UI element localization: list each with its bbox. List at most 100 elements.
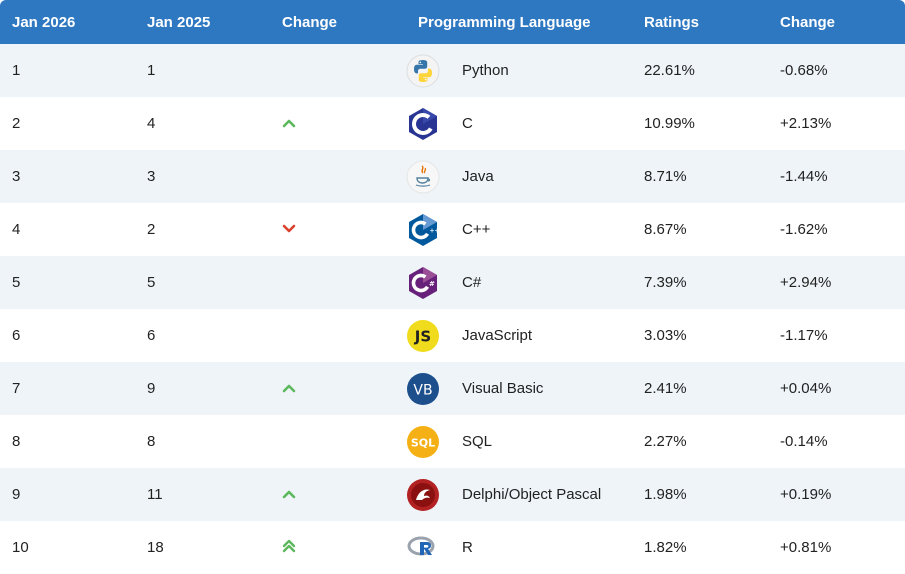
language-cell: Python: [406, 44, 632, 97]
javascript-logo-icon: JS: [406, 319, 440, 353]
svg-text:VB: VB: [413, 382, 432, 398]
language-name[interactable]: C#: [462, 274, 482, 291]
rank-change-cell: [270, 521, 406, 574]
rank-change-cell: [270, 362, 406, 415]
rating-value: 1.98%: [644, 486, 687, 503]
rating-value: 10.99%: [644, 115, 695, 132]
rank-jan-2026: 4: [12, 221, 21, 238]
language-name[interactable]: C++: [462, 221, 491, 238]
rating-change-value: -0.68%: [780, 62, 828, 79]
rank-jan-2026: 3: [12, 168, 21, 185]
language-name[interactable]: R: [462, 539, 473, 556]
svg-text:#: #: [429, 280, 435, 288]
rank-jan-2025: 5: [147, 274, 156, 291]
trend-double-up-icon: [282, 539, 296, 557]
language-cell: VB Visual Basic: [406, 362, 632, 415]
table-body: 1 1 Python 22.61% -0.68% 2 4 C 10.99% +2.13% 3 3 Jav…: [0, 44, 905, 574]
rating-value: 7.39%: [644, 274, 687, 291]
rating-change-value: +0.04%: [780, 380, 832, 397]
rating-change-value: -1.44%: [780, 168, 828, 185]
header-programming-language[interactable]: Programming Language: [418, 13, 591, 31]
rating-change-value: +0.81%: [780, 539, 832, 556]
language-name[interactable]: Delphi/Object Pascal: [462, 486, 602, 503]
rank-jan-2026: 7: [12, 380, 21, 397]
visual-basic-logo-icon: VB: [406, 372, 440, 406]
header-jan-2026[interactable]: Jan 2026: [12, 13, 76, 31]
rank-change-cell: [270, 97, 406, 150]
rank-jan-2025: 9: [147, 380, 156, 397]
header-jan-2025[interactable]: Jan 2025: [147, 13, 211, 31]
table-row[interactable]: 3 3 Java 8.71% -1.44%: [0, 150, 905, 203]
rank-jan-2025: 3: [147, 168, 156, 185]
rank-change-cell: [270, 150, 406, 203]
rank-change-cell: [270, 468, 406, 521]
csharp-logo-icon: #: [406, 266, 440, 300]
rank-change-cell: [270, 415, 406, 468]
language-name[interactable]: Java: [462, 168, 494, 185]
language-cell: JS JavaScript: [406, 309, 632, 362]
rating-change-value: +2.13%: [780, 115, 832, 132]
rank-jan-2026: 10: [12, 539, 29, 556]
java-logo-icon: [406, 160, 440, 194]
rating-change-value: -1.62%: [780, 221, 828, 238]
rank-jan-2025: 11: [147, 486, 163, 503]
trend-up-icon: [282, 486, 296, 503]
language-name[interactable]: Visual Basic: [462, 380, 544, 397]
language-cell: C: [406, 97, 632, 150]
rating-change-value: -1.17%: [780, 327, 828, 344]
language-name[interactable]: Python: [462, 62, 509, 79]
table-row[interactable]: 2 4 C 10.99% +2.13%: [0, 97, 905, 150]
language-name[interactable]: C: [462, 115, 473, 132]
table-row[interactable]: 8 8 SQL SQL 2.27% -0.14%: [0, 415, 905, 468]
header-rating-change[interactable]: Change: [780, 13, 836, 31]
table-row[interactable]: 9 11 Delphi/Object Pascal 1.98% +0.19%: [0, 468, 905, 521]
rating-change-value: -0.14%: [780, 433, 828, 450]
table-header-row: Jan 2026 Jan 2025 Change Programming Lan…: [0, 0, 905, 44]
table-row[interactable]: 5 5 # C# 7.39% +2.94%: [0, 256, 905, 309]
rank-change-cell: [270, 309, 406, 362]
rank-jan-2025: 8: [147, 433, 156, 450]
header-ratings[interactable]: Ratings: [644, 13, 700, 31]
rank-jan-2026: 8: [12, 433, 21, 450]
rank-change-cell: [270, 203, 406, 256]
trend-down-icon: [282, 221, 296, 238]
table-row[interactable]: 7 9 VB Visual Basic 2.41% +0.04%: [0, 362, 905, 415]
table-row[interactable]: 4 2 ++ C++ 8.67% -1.62%: [0, 203, 905, 256]
table-row[interactable]: 1 1 Python 22.61% -0.68%: [0, 44, 905, 97]
language-cell: R: [406, 521, 632, 574]
rating-value: 8.71%: [644, 168, 687, 185]
rank-jan-2025: 18: [147, 539, 164, 556]
python-logo-icon: [406, 54, 440, 88]
rank-jan-2026: 9: [12, 486, 21, 503]
rank-jan-2025: 1: [147, 62, 156, 79]
rating-value: 2.41%: [644, 380, 687, 397]
language-cell: ++ C++: [406, 203, 632, 256]
header-rank-change[interactable]: Change: [282, 13, 338, 31]
rating-change-value: +0.19%: [780, 486, 832, 503]
rating-value: 1.82%: [644, 539, 687, 556]
rank-jan-2026: 2: [12, 115, 21, 132]
language-cell: SQL SQL: [406, 415, 632, 468]
language-name[interactable]: SQL: [462, 433, 493, 450]
r-logo-icon: [406, 531, 440, 565]
cpp-logo-icon: ++: [406, 213, 440, 247]
trend-up-icon: [282, 380, 296, 397]
rank-jan-2026: 6: [12, 327, 21, 344]
rank-jan-2026: 5: [12, 274, 21, 291]
language-cell: # C#: [406, 256, 632, 309]
trend-up-icon: [282, 115, 296, 132]
table-row[interactable]: 10 18 R 1.82% +0.81%: [0, 521, 905, 574]
rank-jan-2025: 4: [147, 115, 156, 132]
language-name[interactable]: JavaScript: [462, 327, 533, 344]
language-cell: Java: [406, 150, 632, 203]
rank-change-cell: [270, 44, 406, 97]
rank-jan-2025: 6: [147, 327, 156, 344]
rank-jan-2025: 2: [147, 221, 156, 238]
svg-text:JS: JS: [414, 327, 431, 345]
rank-jan-2026: 1: [12, 62, 21, 79]
table-row[interactable]: 6 6 JS JavaScript 3.03% -1.17%: [0, 309, 905, 362]
svg-text:SQL: SQL: [411, 436, 435, 449]
rating-value: 22.61%: [644, 62, 695, 79]
language-cell: Delphi/Object Pascal: [406, 468, 632, 521]
